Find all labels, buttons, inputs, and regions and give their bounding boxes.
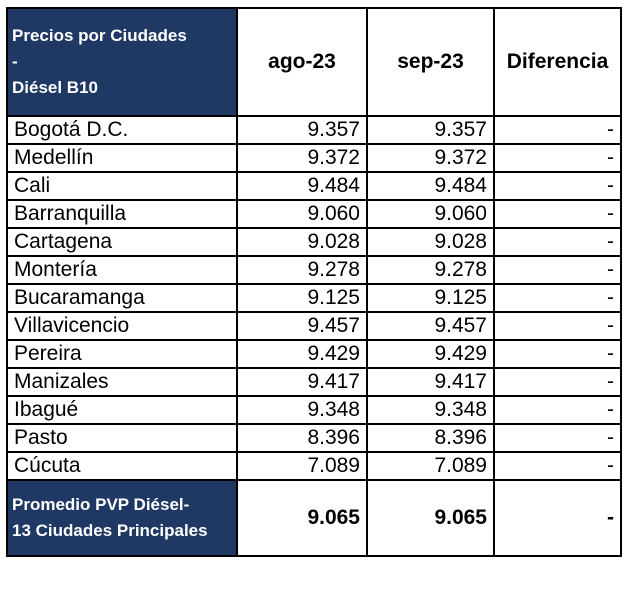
table-row: Villavicencio 9.457 9.457-: [6, 311, 622, 341]
sep-cell: 9.357: [366, 115, 495, 145]
label-line: 13 Ciudades Principales: [12, 521, 208, 540]
ago-cell: 9.372: [236, 143, 368, 173]
table-row: Montería 9.278 9.278-: [6, 255, 622, 285]
label-line: Promedio PVP Diésel-: [12, 495, 190, 514]
ago-cell: 9.060: [236, 199, 368, 229]
ago-cell: 9.357: [236, 115, 368, 145]
sep-cell: 8.396: [366, 423, 495, 453]
ago-cell: 9.348: [236, 395, 368, 425]
title-line: Diésel B10: [12, 78, 98, 97]
price-table: Precios por Ciudades - Diésel B10 ago-23…: [6, 7, 622, 557]
ago-cell: 7.089: [236, 451, 368, 481]
diff-cell: -: [493, 199, 622, 229]
city-cell: Manizales: [6, 367, 238, 397]
sep-cell: 9.278: [366, 255, 495, 285]
table-row: Pereira 9.429 9.429-: [6, 339, 622, 369]
diff-cell: -: [493, 423, 622, 453]
ago-cell: 8.396: [236, 423, 368, 453]
city-cell: Villavicencio: [6, 311, 238, 341]
title-line: -: [12, 52, 18, 71]
sep-cell: 7.089: [366, 451, 495, 481]
average-diff: -: [493, 479, 622, 557]
diff-cell: -: [493, 451, 622, 481]
column-header-sep: sep-23: [366, 7, 495, 117]
city-cell: Montería: [6, 255, 238, 285]
diff-cell: -: [493, 255, 622, 285]
ago-cell: 9.457: [236, 311, 368, 341]
ago-cell: 9.028: [236, 227, 368, 257]
city-cell: Bucaramanga: [6, 283, 238, 313]
table-row: Pasto 8.396 8.396-: [6, 423, 622, 453]
diff-cell: -: [493, 367, 622, 397]
average-ago: 9.065: [236, 479, 368, 557]
table-row: Cali 9.484 9.484-: [6, 171, 622, 201]
table-row: Cartagena 9.028 9.028-: [6, 227, 622, 257]
diff-cell: -: [493, 171, 622, 201]
city-cell: Cali: [6, 171, 238, 201]
city-cell: Cúcuta: [6, 451, 238, 481]
city-cell: Barranquilla: [6, 199, 238, 229]
ago-cell: 9.278: [236, 255, 368, 285]
city-cell: Cartagena: [6, 227, 238, 257]
table-row: Ibagué 9.348 9.348-: [6, 395, 622, 425]
header-row: Precios por Ciudades - Diésel B10 ago-23…: [6, 7, 622, 117]
column-header-diff: Diferencia: [493, 7, 622, 117]
city-cell: Pasto: [6, 423, 238, 453]
title-line: Precios por Ciudades: [12, 26, 187, 45]
diff-cell: -: [493, 283, 622, 313]
average-sep: 9.065: [366, 479, 495, 557]
average-row: Promedio PVP Diésel- 13 Ciudades Princip…: [6, 479, 622, 557]
table-row: Bogotá D.C. 9.357 9.357-: [6, 115, 622, 145]
table-row: Barranquilla 9.060 9.060-: [6, 199, 622, 229]
column-header-ago: ago-23: [236, 7, 368, 117]
sep-cell: 9.060: [366, 199, 495, 229]
sep-cell: 9.125: [366, 283, 495, 313]
sep-cell: 9.417: [366, 367, 495, 397]
city-cell: Ibagué: [6, 395, 238, 425]
table-row: Medellín 9.372 9.372-: [6, 143, 622, 173]
sep-cell: 9.372: [366, 143, 495, 173]
diff-cell: -: [493, 115, 622, 145]
city-cell: Medellín: [6, 143, 238, 173]
sep-cell: 9.348: [366, 395, 495, 425]
average-label: Promedio PVP Diésel- 13 Ciudades Princip…: [6, 479, 238, 557]
diff-cell: -: [493, 311, 622, 341]
diff-cell: -: [493, 395, 622, 425]
ago-cell: 9.429: [236, 339, 368, 369]
diff-cell: -: [493, 339, 622, 369]
city-cell: Pereira: [6, 339, 238, 369]
sep-cell: 9.429: [366, 339, 495, 369]
table-row: Manizales 9.417 9.417-: [6, 367, 622, 397]
table-row: Bucaramanga 9.125 9.125-: [6, 283, 622, 313]
diff-cell: -: [493, 143, 622, 173]
ago-cell: 9.125: [236, 283, 368, 313]
sep-cell: 9.484: [366, 171, 495, 201]
table-title: Precios por Ciudades - Diésel B10: [6, 7, 238, 117]
sep-cell: 9.028: [366, 227, 495, 257]
table-row: Cúcuta 7.089 7.089-: [6, 451, 622, 481]
diff-cell: -: [493, 227, 622, 257]
sep-cell: 9.457: [366, 311, 495, 341]
ago-cell: 9.484: [236, 171, 368, 201]
ago-cell: 9.417: [236, 367, 368, 397]
city-cell: Bogotá D.C.: [6, 115, 238, 145]
